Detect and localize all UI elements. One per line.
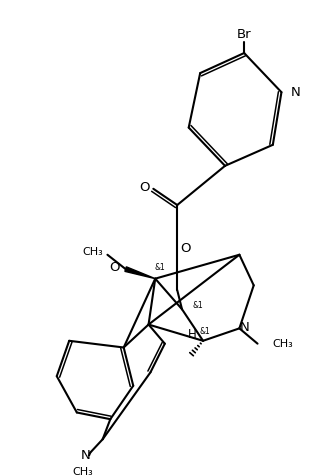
- Text: Br: Br: [237, 28, 251, 41]
- Text: CH₃: CH₃: [272, 339, 293, 349]
- Text: N: N: [81, 449, 90, 462]
- Text: &1: &1: [193, 301, 204, 310]
- Text: O: O: [181, 242, 191, 255]
- Text: H: H: [188, 328, 197, 341]
- Text: O: O: [140, 181, 150, 194]
- Text: CH₃: CH₃: [83, 247, 104, 257]
- Text: &1: &1: [155, 263, 165, 272]
- Polygon shape: [125, 267, 155, 279]
- Text: N: N: [291, 86, 301, 99]
- Text: CH₃: CH₃: [72, 467, 93, 475]
- Text: O: O: [109, 261, 120, 274]
- Text: N: N: [239, 321, 249, 334]
- Text: &1: &1: [200, 327, 210, 336]
